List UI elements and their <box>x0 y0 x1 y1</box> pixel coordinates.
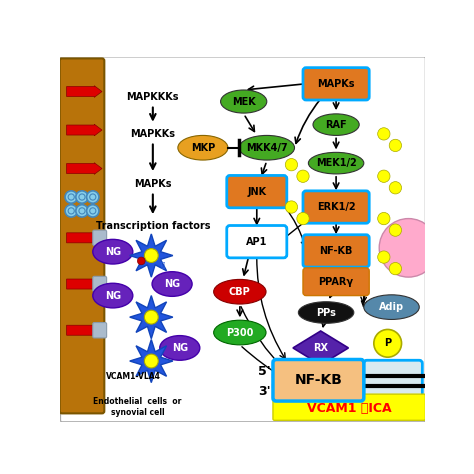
FancyArrow shape <box>66 232 102 244</box>
Polygon shape <box>130 234 173 277</box>
Circle shape <box>378 128 390 140</box>
FancyBboxPatch shape <box>273 394 425 420</box>
Circle shape <box>378 251 390 263</box>
Text: NG: NG <box>105 291 121 301</box>
FancyBboxPatch shape <box>303 68 369 100</box>
Circle shape <box>378 170 390 182</box>
Text: AP1: AP1 <box>246 237 267 246</box>
Text: 5': 5' <box>258 365 271 377</box>
FancyBboxPatch shape <box>273 359 364 401</box>
Circle shape <box>137 257 145 265</box>
FancyBboxPatch shape <box>303 191 369 223</box>
Circle shape <box>379 219 438 277</box>
FancyBboxPatch shape <box>227 175 287 208</box>
Circle shape <box>65 205 77 217</box>
Text: P: P <box>384 338 391 348</box>
Circle shape <box>285 201 298 213</box>
FancyArrow shape <box>66 278 102 290</box>
Text: NG: NG <box>105 246 121 257</box>
Circle shape <box>389 224 401 237</box>
Text: RAF: RAF <box>325 119 347 130</box>
Polygon shape <box>130 296 173 339</box>
Circle shape <box>389 263 401 275</box>
Circle shape <box>76 205 88 217</box>
Ellipse shape <box>364 295 419 319</box>
Ellipse shape <box>298 302 354 323</box>
FancyBboxPatch shape <box>61 57 425 422</box>
Circle shape <box>297 170 309 182</box>
Text: NF-KB: NF-KB <box>294 374 342 387</box>
Text: Endothelial  cells  or: Endothelial cells or <box>93 397 182 406</box>
Text: NF-KB: NF-KB <box>319 246 353 256</box>
Ellipse shape <box>214 279 266 304</box>
Text: ⌒: ⌒ <box>161 261 165 268</box>
Text: MAPKs: MAPKs <box>134 179 172 189</box>
Text: MAPKKs: MAPKKs <box>130 129 175 139</box>
Circle shape <box>76 191 88 203</box>
Text: MKP: MKP <box>191 143 215 153</box>
Circle shape <box>374 329 401 357</box>
Ellipse shape <box>309 152 364 174</box>
Text: MKK4/7: MKK4/7 <box>246 143 288 153</box>
FancyArrow shape <box>66 163 102 174</box>
Text: 3': 3' <box>258 385 271 398</box>
Circle shape <box>389 182 401 194</box>
Circle shape <box>145 248 158 263</box>
FancyBboxPatch shape <box>303 268 369 296</box>
Circle shape <box>87 205 99 217</box>
Ellipse shape <box>220 90 267 113</box>
Text: MAPKs: MAPKs <box>318 79 355 89</box>
FancyArrow shape <box>66 86 102 97</box>
Text: ERK1/2: ERK1/2 <box>317 202 356 212</box>
Text: NG: NG <box>164 279 180 289</box>
Text: Transcription factors: Transcription factors <box>96 221 210 231</box>
FancyBboxPatch shape <box>93 322 107 338</box>
Text: CBP: CBP <box>229 287 251 297</box>
Ellipse shape <box>160 336 200 360</box>
Circle shape <box>65 191 77 203</box>
FancyArrow shape <box>66 325 102 336</box>
Circle shape <box>145 354 158 368</box>
Circle shape <box>378 212 390 225</box>
Text: synovial cell: synovial cell <box>110 408 164 417</box>
Circle shape <box>297 212 309 225</box>
Ellipse shape <box>93 239 133 264</box>
FancyArrow shape <box>66 124 102 136</box>
Text: VCAM1-VLA4: VCAM1-VLA4 <box>106 372 161 381</box>
Text: P300: P300 <box>226 328 254 337</box>
Ellipse shape <box>313 114 359 136</box>
Text: NG: NG <box>172 343 188 353</box>
Circle shape <box>389 139 401 152</box>
Text: MEK: MEK <box>232 97 255 107</box>
Text: Adip: Adip <box>379 302 404 312</box>
Text: JNK: JNK <box>247 187 266 197</box>
FancyBboxPatch shape <box>303 235 369 267</box>
Ellipse shape <box>239 136 294 160</box>
FancyBboxPatch shape <box>93 230 107 246</box>
Ellipse shape <box>214 320 266 345</box>
Ellipse shape <box>178 136 228 160</box>
Text: VCAM1 、ICA: VCAM1 、ICA <box>307 401 392 414</box>
Circle shape <box>285 158 298 171</box>
FancyBboxPatch shape <box>364 360 422 402</box>
Ellipse shape <box>152 272 192 296</box>
FancyBboxPatch shape <box>60 58 104 413</box>
Text: PPARγ: PPARγ <box>319 277 354 287</box>
FancyBboxPatch shape <box>227 226 287 258</box>
Circle shape <box>87 191 99 203</box>
Ellipse shape <box>93 283 133 308</box>
Text: PPs: PPs <box>316 308 336 318</box>
FancyBboxPatch shape <box>93 276 107 292</box>
Text: MEK1/2: MEK1/2 <box>316 158 356 168</box>
Text: RX: RX <box>313 343 328 353</box>
Circle shape <box>145 310 158 324</box>
Polygon shape <box>130 339 173 383</box>
Polygon shape <box>293 331 348 365</box>
Text: MAPKKKs: MAPKKKs <box>127 92 179 102</box>
